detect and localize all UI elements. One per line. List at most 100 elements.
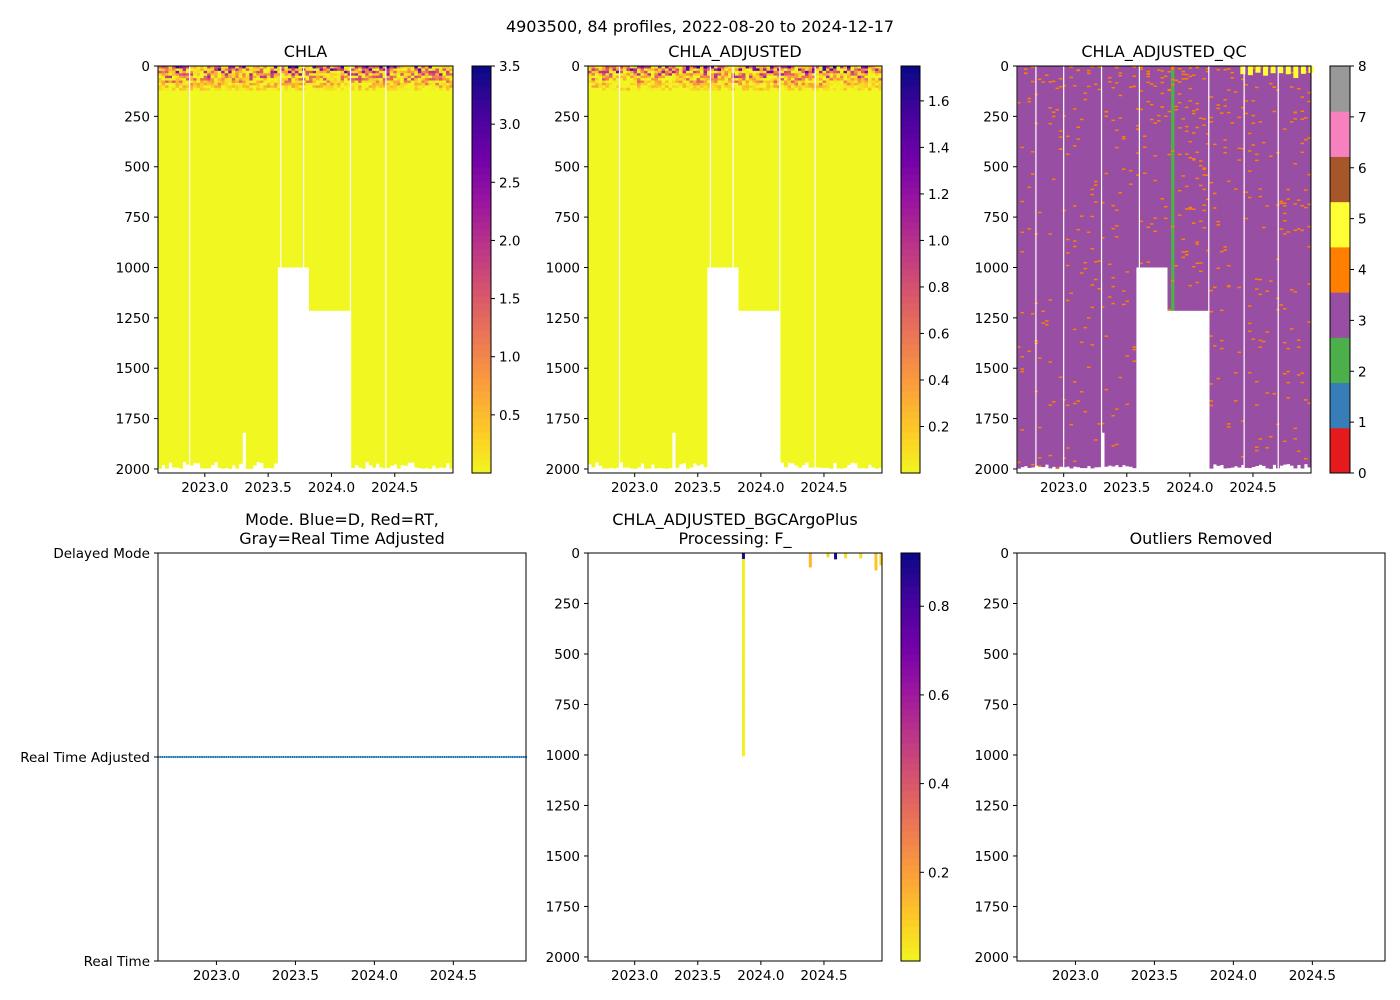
qc-outlier-mark xyxy=(1055,467,1059,470)
surface-cell xyxy=(847,70,851,74)
y-tick-label: 1000 xyxy=(975,748,1009,764)
surface-cell xyxy=(591,73,596,77)
surface-cell xyxy=(668,75,673,79)
mode-point xyxy=(207,755,210,759)
qc-outlier-mark xyxy=(1195,262,1199,265)
surface-cell xyxy=(372,80,377,84)
surface-cell xyxy=(410,68,415,72)
surface-cell xyxy=(759,70,764,74)
surface-cell xyxy=(630,70,634,74)
mode-point xyxy=(397,755,400,759)
surface-cell xyxy=(843,70,848,74)
surface-cell xyxy=(738,85,743,89)
surface-cell xyxy=(843,66,848,69)
qc-outlier-mark xyxy=(1248,150,1252,152)
surface-cell xyxy=(445,80,450,84)
surface-cell xyxy=(700,70,704,74)
qc-outlier-mark xyxy=(1304,117,1308,119)
surface-cell xyxy=(654,87,659,91)
surface-cell xyxy=(864,66,869,69)
surface-cell xyxy=(291,87,296,91)
surface-cell xyxy=(386,85,391,89)
surface-cell xyxy=(175,70,180,74)
qc-outlier-mark xyxy=(1066,153,1070,155)
surface-cell xyxy=(396,87,401,91)
surface-cell xyxy=(428,66,433,69)
surface-cell xyxy=(843,87,848,91)
surface-cell xyxy=(633,82,638,86)
qc-column xyxy=(1244,66,1249,468)
qc-outlier-mark xyxy=(1160,106,1164,108)
surface-cell xyxy=(679,70,683,74)
colorbar-segment xyxy=(472,249,491,257)
x-tick-label: 2024.0 xyxy=(308,480,355,496)
qc-outlier-mark xyxy=(1304,457,1308,460)
qc-outlier-mark xyxy=(1045,323,1049,326)
surface-cell xyxy=(626,87,631,91)
surface-cell xyxy=(794,85,799,89)
mode-point xyxy=(214,755,217,759)
bgc-profile-cell xyxy=(741,660,745,667)
surface-cell xyxy=(445,85,450,89)
surface-cell xyxy=(221,80,226,84)
surface-cell xyxy=(207,75,212,79)
qc-outlier-mark xyxy=(1283,212,1287,215)
qc-outlier-mark xyxy=(1048,299,1052,301)
surface-cell xyxy=(595,66,599,69)
qc-surface-patch xyxy=(1240,66,1246,75)
qc-outlier-mark xyxy=(1227,111,1231,114)
surface-cell xyxy=(421,78,426,81)
surface-cell xyxy=(294,78,299,81)
surface-cell xyxy=(221,66,226,69)
qc-outlier-mark xyxy=(1269,435,1273,438)
surface-cell xyxy=(812,87,816,91)
surface-cell xyxy=(414,87,419,91)
surface-cell xyxy=(707,73,711,77)
qc-outlier-mark xyxy=(1216,68,1220,71)
surface-cell xyxy=(850,85,855,89)
mode-point xyxy=(194,755,197,759)
colorbar-segment xyxy=(901,255,920,264)
colorbar-segment xyxy=(901,194,920,203)
surface-cell xyxy=(696,66,701,69)
profile-column xyxy=(647,66,652,469)
surface-cell xyxy=(382,87,387,91)
profile-column xyxy=(602,66,606,469)
surface-cell xyxy=(410,80,415,84)
colorbar-segment xyxy=(472,459,491,467)
surface-cell xyxy=(808,73,813,77)
qc-outlier-mark xyxy=(1307,225,1311,228)
surface-cell xyxy=(745,66,750,69)
surface-cell xyxy=(344,75,349,79)
colorbar-segment xyxy=(901,702,920,710)
surface-cell xyxy=(658,66,662,69)
surface-cell xyxy=(214,87,219,91)
surface-cell xyxy=(319,73,324,77)
profile-column xyxy=(756,66,760,311)
surface-cell xyxy=(626,85,631,89)
colorbar-segment xyxy=(901,66,920,74)
mode-point xyxy=(522,755,525,759)
colorbar-segment xyxy=(472,330,491,338)
surface-cell xyxy=(396,78,401,81)
surface-cell xyxy=(626,73,631,77)
qc-outlier-mark xyxy=(1031,463,1035,466)
qc-outlier-mark xyxy=(1090,284,1094,286)
surface-cell xyxy=(672,85,676,89)
surface-cell xyxy=(361,80,366,84)
panel-title-line: Processing: F_ xyxy=(678,529,792,549)
surface-cell xyxy=(787,78,792,81)
surface-cell xyxy=(605,80,610,84)
surface-cell xyxy=(344,82,349,86)
qc-outlier-mark xyxy=(1181,238,1185,241)
qc-outlier-mark xyxy=(1227,285,1231,287)
colorbar-segment xyxy=(901,893,920,901)
surface-cell xyxy=(805,75,809,79)
mode-point xyxy=(315,755,318,759)
colorbar-segment xyxy=(901,276,920,284)
colorbar-segment xyxy=(901,865,920,874)
surface-cell xyxy=(840,87,844,91)
surface-cell xyxy=(351,82,356,86)
qc-outlier-mark xyxy=(1083,261,1087,264)
surface-cell xyxy=(389,85,394,89)
